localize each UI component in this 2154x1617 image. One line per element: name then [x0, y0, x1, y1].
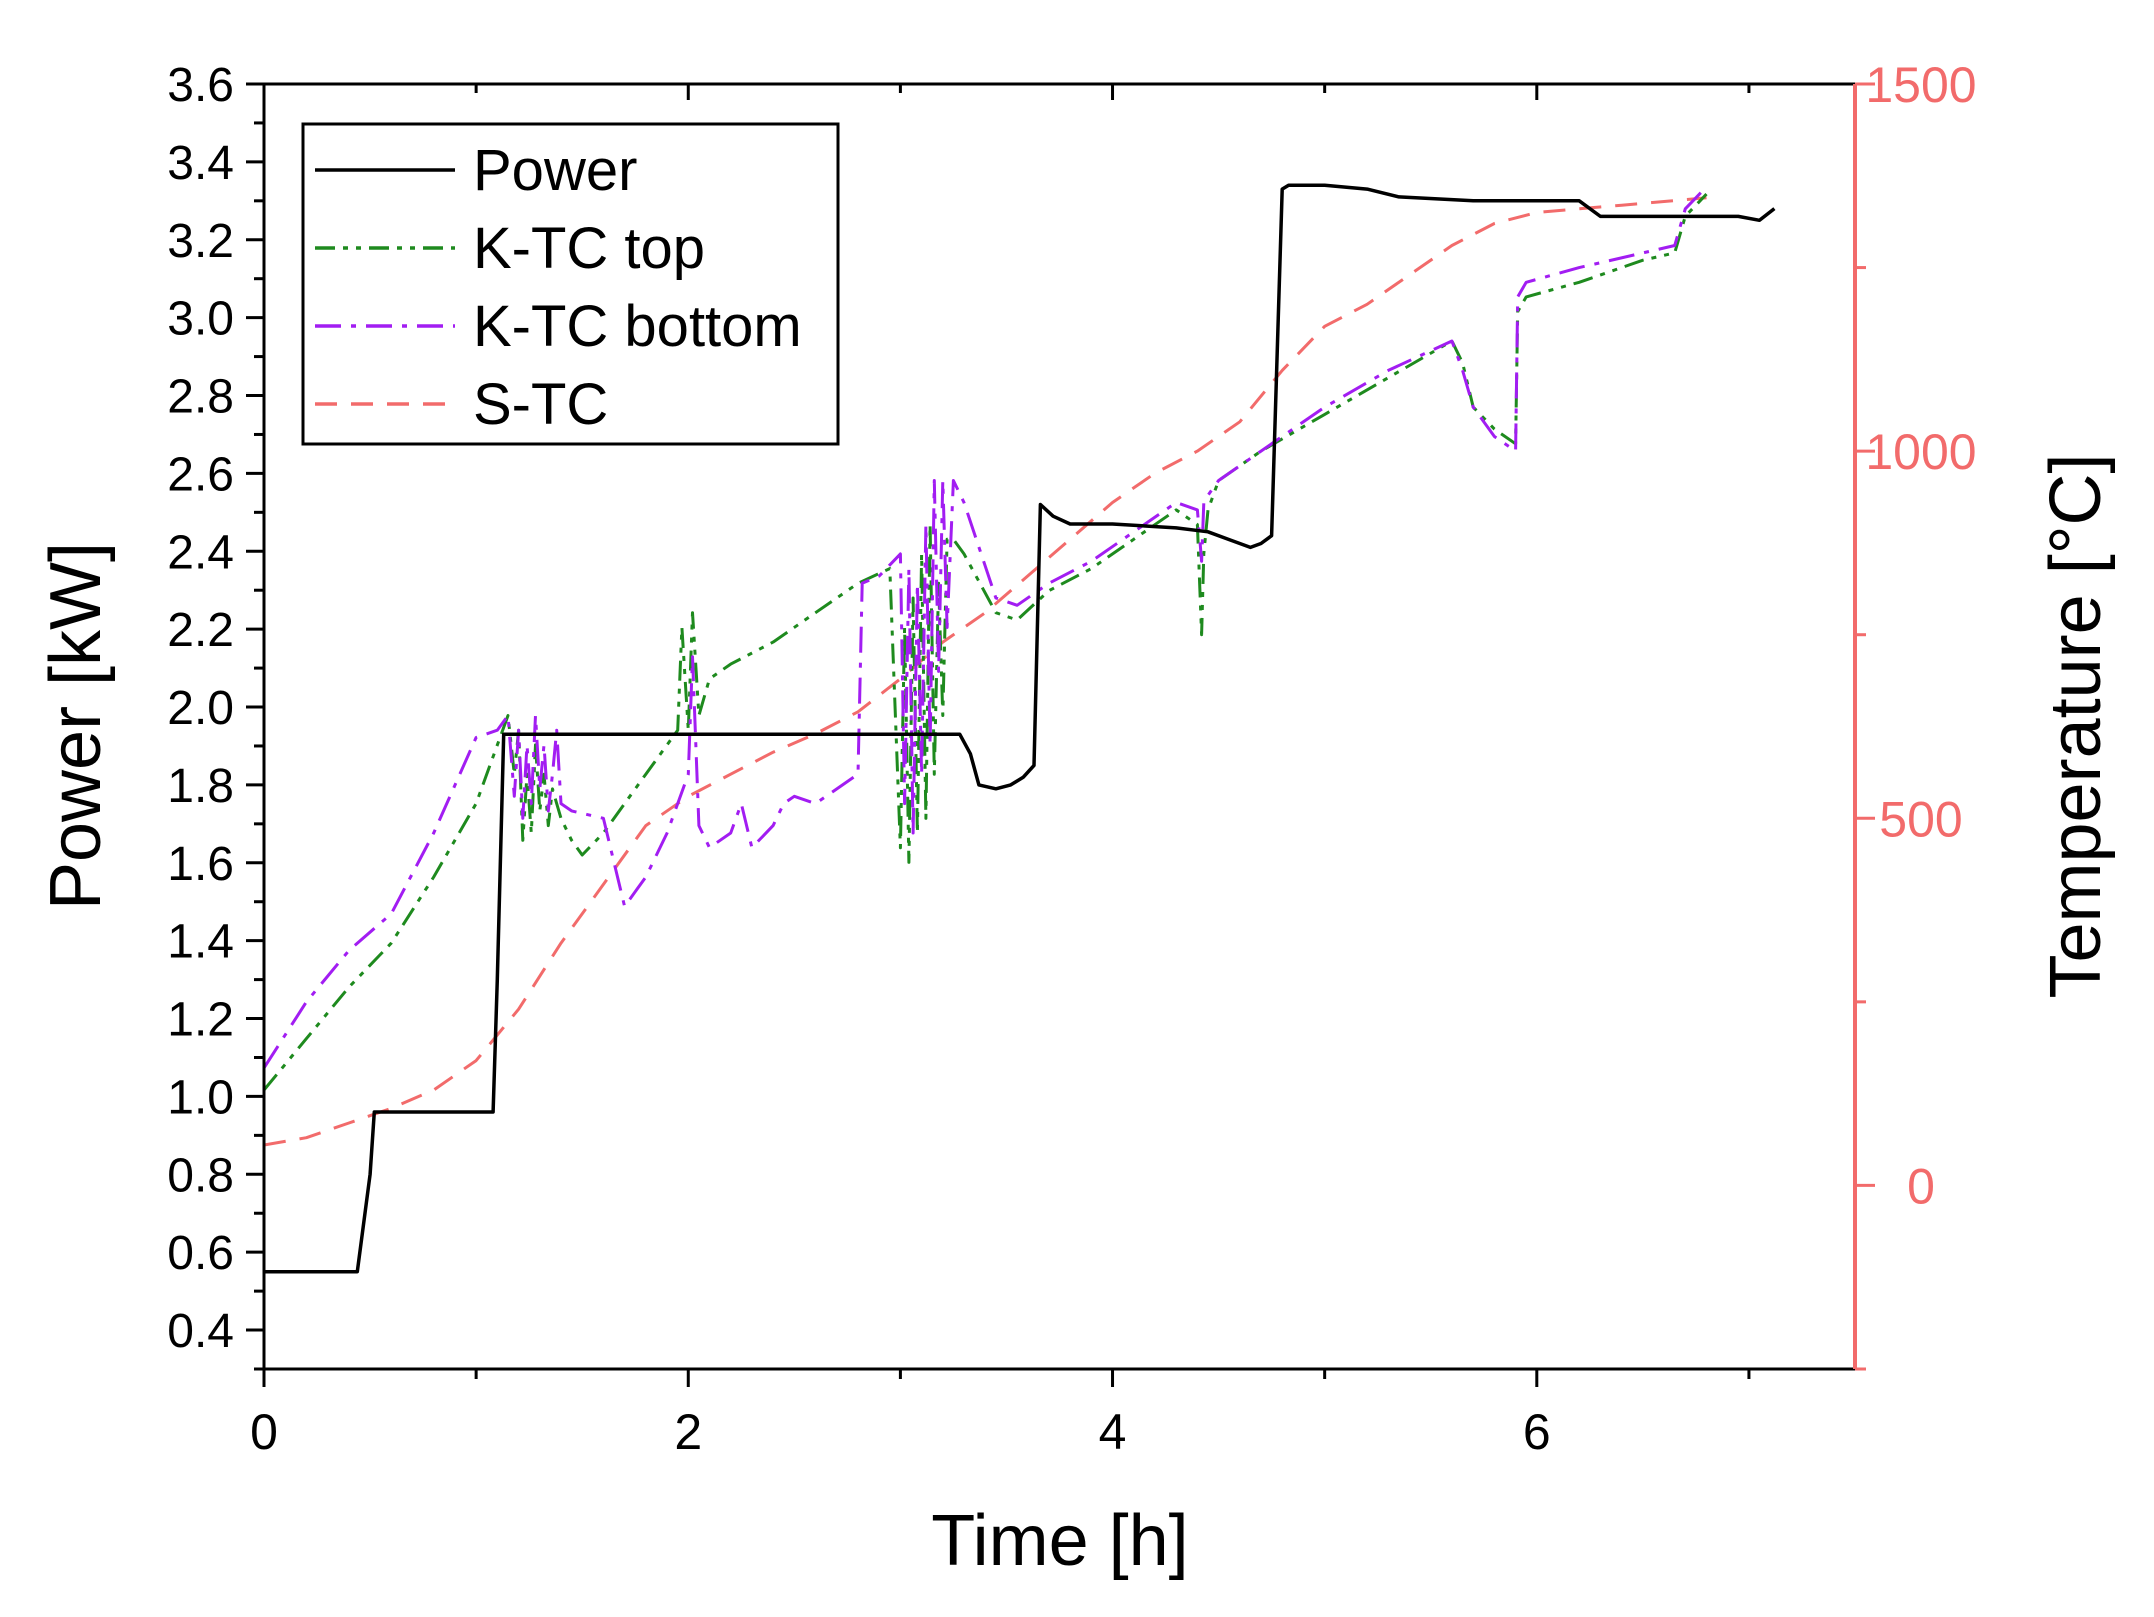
y-axis-right: 0 500 1000 1500 — [1855, 57, 1977, 1371]
y-tick-label: 3.2 — [167, 215, 234, 268]
y2-axis-label: Temperature [°C] — [2036, 454, 2116, 999]
series-line-k-tc-bottom — [264, 185, 1708, 1069]
series-layer — [264, 183, 1776, 1274]
y2-tick-label: 500 — [1879, 791, 1962, 847]
y-tick-label: 0.6 — [167, 1227, 234, 1280]
legend-label: K-TC top — [473, 216, 705, 281]
y-tick-label: 0.4 — [167, 1305, 234, 1358]
y-tick-label: 2.6 — [167, 448, 234, 501]
y-tick-label: 2.0 — [167, 682, 234, 735]
y-tick-label: 3.0 — [167, 293, 234, 346]
y-tick-label: 1.4 — [167, 916, 234, 969]
series-line-k-tc-top — [264, 193, 1708, 1091]
y-tick-label: 1.0 — [167, 1071, 234, 1124]
y-tick-label: 1.6 — [167, 838, 234, 891]
series-line-power — [264, 183, 1776, 1274]
legend-label: S-TC — [473, 372, 608, 437]
x-axis-label: Time [h] — [931, 1501, 1188, 1581]
legend: Power K-TC top K-TC bottom S-TC — [301, 122, 840, 446]
x-tick-label: 6 — [1523, 1404, 1551, 1460]
legend-label: Power — [473, 138, 637, 203]
x-axis: 0 2 4 6 — [250, 84, 1751, 1460]
x-tick-label: 2 — [674, 1404, 702, 1460]
y-tick-label: 2.4 — [167, 526, 234, 579]
x-tick-label: 4 — [1099, 1404, 1127, 1460]
y-tick-label: 3.4 — [167, 137, 234, 190]
y2-tick-label: 1000 — [1865, 424, 1976, 480]
y-tick-label: 1.2 — [167, 994, 234, 1047]
y2-tick-label: 0 — [1907, 1158, 1935, 1214]
y-tick-label: 3.6 — [167, 59, 234, 112]
y-tick-label: 2.2 — [167, 604, 234, 657]
x-tick-label: 0 — [250, 1404, 278, 1460]
y-tick-label: 1.8 — [167, 760, 234, 813]
legend-box — [301, 122, 840, 446]
y-axis-left: 0.4 0.6 0.8 1.0 1.2 1.4 1.6 1.8 2.0 2.2 2.4 2.6 2.8 3… — [167, 59, 264, 1371]
legend-label: K-TC bottom — [473, 294, 802, 359]
y2-tick-label: 1500 — [1865, 57, 1976, 113]
y-axis-label: Power [kW] — [36, 542, 116, 910]
y-tick-label: 0.8 — [167, 1149, 234, 1202]
y-tick-label: 2.8 — [167, 371, 234, 424]
